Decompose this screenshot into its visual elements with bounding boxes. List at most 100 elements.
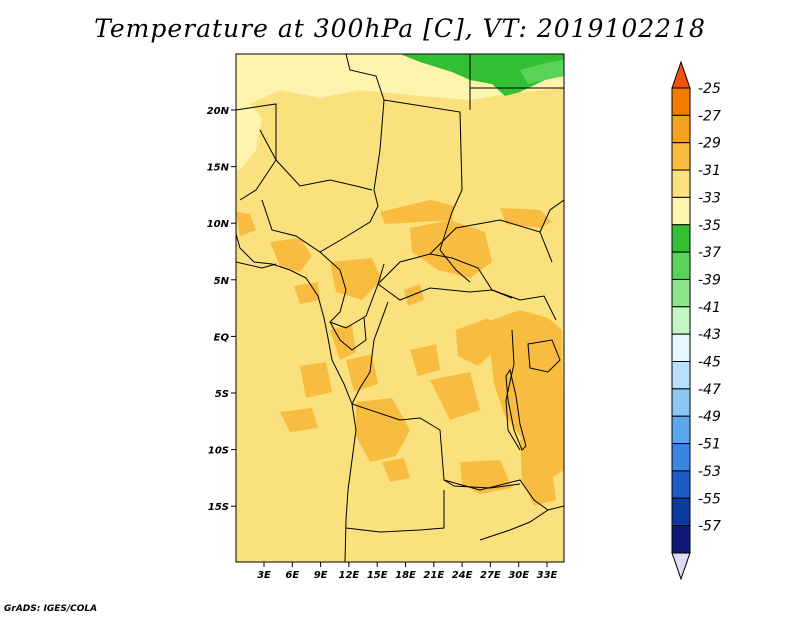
border-zambia — [443, 479, 549, 511]
border-drc-tanzania — [505, 329, 521, 451]
border-congo-drc — [351, 301, 389, 405]
lon-tick-label: 27E — [480, 570, 501, 581]
field-green-light — [520, 60, 564, 84]
colorbar-bottom-triangle — [671, 552, 691, 581]
colorbar-label: -55 — [698, 491, 721, 507]
warm-patch — [330, 258, 382, 300]
warm-patch — [486, 310, 564, 480]
lon-tick-label: 3E — [257, 570, 271, 581]
colorbar-label: -43 — [698, 327, 721, 343]
lon-tick-label: 18E — [395, 570, 416, 581]
lat-tick-label: 15S — [208, 502, 229, 513]
lat-tick-label: 10N — [207, 219, 230, 230]
warm-patch — [430, 372, 480, 420]
chart-title: Temperature at 300hPa [C], VT: 201910221… — [94, 14, 706, 43]
lat-tick-label: EQ — [214, 332, 230, 343]
border-chad-sudan — [439, 189, 471, 283]
warm-patch — [236, 212, 256, 236]
coastline-west — [236, 233, 357, 562]
lat-tick-label: 15N — [207, 163, 230, 174]
colorbar-label: -49 — [698, 409, 721, 425]
warm-patch — [404, 284, 424, 306]
colorbar-top-triangle — [671, 60, 691, 89]
border-ethiopia — [539, 199, 564, 233]
lat-tick-label: 10S — [208, 446, 229, 457]
colorbar-swatch — [671, 278, 691, 308]
colorbar-label: -57 — [698, 519, 721, 535]
warm-patch — [294, 282, 320, 304]
lon-tick-label: 6E — [285, 570, 299, 581]
lon-tick-label: 15E — [367, 570, 388, 581]
colorbar-swatch — [671, 470, 691, 499]
temperature-field — [236, 54, 564, 562]
colorbar-label: -31 — [698, 163, 721, 179]
border-libya-sudan — [383, 99, 463, 191]
map-frame — [235, 53, 565, 563]
colorbar-label: -27 — [698, 108, 721, 124]
colorbar-swatch — [671, 114, 691, 144]
border-niger — [236, 103, 373, 191]
border-angola-namibia — [345, 490, 445, 533]
field-green-ne — [400, 54, 564, 96]
border-zambia-zimbabwe — [479, 505, 564, 541]
warm-patch — [380, 200, 455, 224]
colorbar-swatch — [671, 142, 691, 171]
colorbar-label: -33 — [698, 190, 721, 206]
lon-tick-label: 24E — [452, 570, 473, 581]
warm-patch — [300, 362, 332, 398]
warm-patch — [270, 238, 312, 272]
warm-patch — [410, 220, 492, 278]
lon-tick-label: 9E — [314, 570, 328, 581]
lat-tick-label: 5N — [214, 276, 230, 287]
colorbar-label: -35 — [698, 218, 721, 234]
lon-tick-label: 33E — [537, 570, 558, 581]
colorbar-swatch — [671, 525, 691, 554]
colorbar-label: -51 — [698, 437, 721, 453]
colorbar-label: -29 — [698, 136, 721, 152]
lat-tick-label: 5S — [215, 389, 229, 400]
colorbar-swatch — [671, 251, 691, 280]
lat-tick-label: 20N — [207, 106, 230, 117]
field-cool-west — [236, 104, 262, 170]
border-car — [377, 253, 493, 291]
border-angola — [351, 403, 521, 489]
border-algeria-libya — [345, 54, 385, 191]
colorbar-label: -45 — [698, 355, 721, 371]
border-mali-niger — [239, 129, 277, 201]
border-sudan-ss — [429, 219, 553, 263]
border-gabon — [329, 317, 367, 351]
colorbar-swatch — [671, 196, 691, 226]
colorbar-label: -25 — [698, 81, 721, 97]
lake-victoria — [527, 339, 561, 373]
colorbar: -25 -27 -29 -31 -33 -35 -37 -39 -41 -43 -45 -47 -49 -… — [671, 60, 721, 581]
colorbar-swatch — [671, 361, 691, 390]
warm-patch — [500, 208, 552, 228]
colorbar-label: -53 — [698, 464, 721, 480]
boundaries — [236, 54, 564, 562]
colorbar-swatch — [671, 415, 691, 445]
colorbar-label: -37 — [698, 245, 721, 261]
lon-tick-label: 12E — [339, 570, 360, 581]
lake-tanganyika — [505, 368, 527, 451]
border-libya-egypt — [462, 54, 471, 110]
colorbar-swatch — [671, 224, 691, 253]
coast-gulf — [236, 261, 277, 269]
warm-patch — [410, 344, 440, 376]
lon-tick-label: 30E — [508, 570, 529, 581]
colorbar-label: -47 — [698, 382, 721, 398]
axis-ticks: 20N 15N 10N 5N EQ 5S 10S 15S 3E 6E 9E 12E 15E 18E 21E 2… — [207, 106, 558, 581]
colorbar-label: -39 — [698, 272, 721, 288]
colorbar-swatch — [671, 443, 691, 472]
warm-patch — [346, 354, 378, 392]
field-base — [236, 54, 564, 562]
colorbar-swatch — [671, 333, 691, 362]
colorbar-swatch — [671, 306, 691, 335]
colorbar-swatch — [671, 87, 691, 116]
colorbar-label: -41 — [698, 300, 721, 316]
warm-patch — [520, 440, 556, 506]
grads-credit: GrADS: IGES/COLA — [4, 604, 98, 614]
warm-patch — [280, 408, 318, 432]
warm-patch — [356, 398, 410, 462]
border-ss-drc — [491, 289, 557, 321]
